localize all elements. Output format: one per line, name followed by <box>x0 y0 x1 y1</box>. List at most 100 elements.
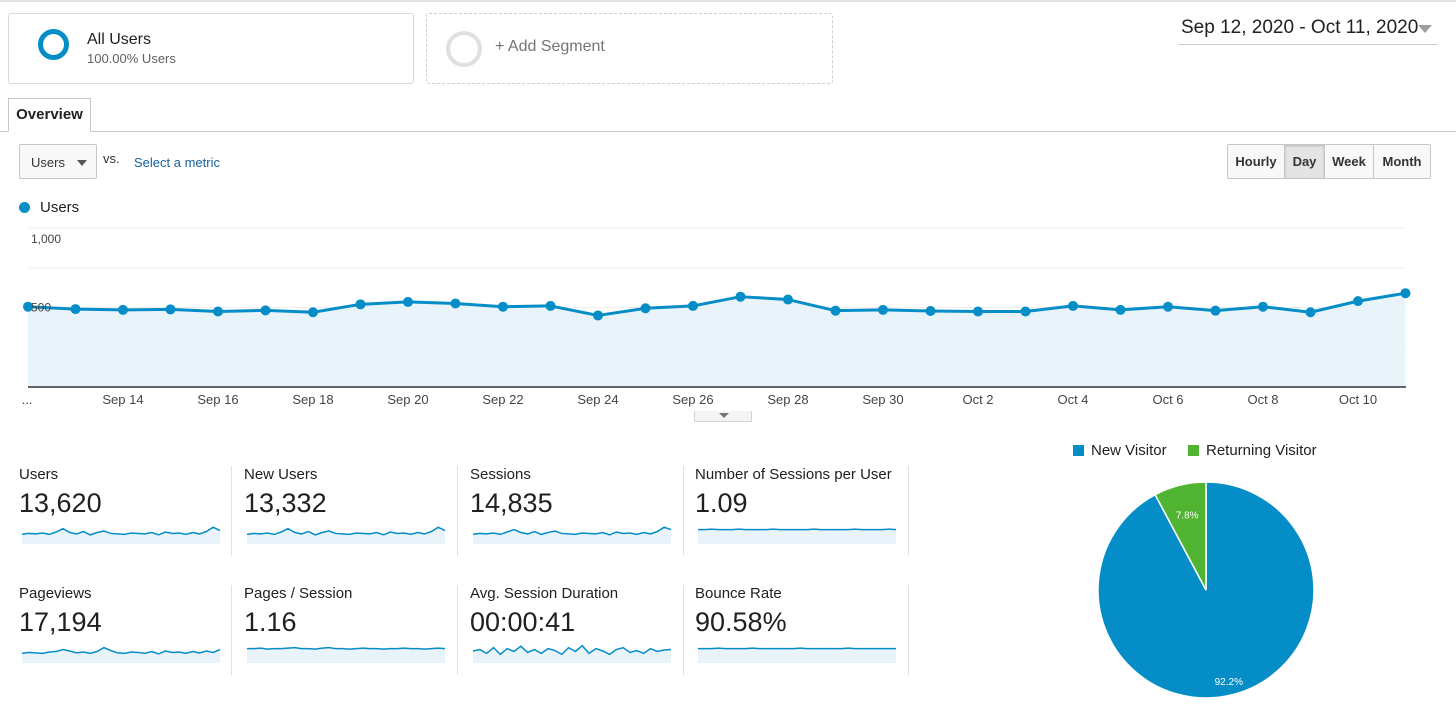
scorecard-divider <box>457 466 458 556</box>
sparkline <box>698 528 897 544</box>
y-tick-label: 1,000 <box>31 232 61 246</box>
data-point <box>1305 307 1316 318</box>
sparkline <box>246 526 446 544</box>
x-tick-label: Oct 8 <box>1247 392 1278 407</box>
legend-label: New Visitor <box>1091 442 1167 459</box>
data-point <box>1210 305 1221 316</box>
users-line-chart: 1,000 500... Sep 14 Sep 16 Sep 18 Sep 20 Sep 2… <box>22 227 1411 407</box>
sparkline <box>472 644 672 663</box>
scorecard-pages-per-session[interactable]: Pages / Session 1.16 <box>244 585 456 675</box>
x-tick-label: Sep 16 <box>197 392 238 407</box>
legend-swatch <box>1073 445 1084 456</box>
sparkline <box>21 646 221 663</box>
scorecard-value: 17,194 <box>19 607 102 637</box>
data-point <box>878 304 888 315</box>
sparkline-line <box>472 526 672 536</box>
visitor-type-pie-chart: 92.2% 7.8% <box>1097 481 1315 699</box>
scorecard-label: Pageviews <box>19 585 92 602</box>
scorecard-label: Number of Sessions per User <box>695 466 892 483</box>
week-button[interactable]: Week <box>1325 145 1374 178</box>
scorecard-value: 1.16 <box>244 607 297 637</box>
data-point <box>1020 306 1031 317</box>
data-point <box>213 306 223 317</box>
date-range-picker[interactable]: Sep 12, 2020 - Oct 11, 2020 <box>1178 14 1438 45</box>
x-tick-label: Sep 14 <box>102 392 143 407</box>
data-point <box>545 300 556 311</box>
x-tick-label: Sep 20 <box>387 392 428 407</box>
date-range-text: Sep 12, 2020 - Oct 11, 2020 <box>1181 17 1419 38</box>
scorecard-value: 90.58% <box>695 607 787 637</box>
scorecard-value: 13,620 <box>19 488 102 518</box>
legend-label-users: Users <box>40 199 80 216</box>
legend-label: Returning Visitor <box>1206 442 1317 459</box>
scorecard-label: New Users <box>244 466 318 483</box>
add-segment-button[interactable]: + Add Segment <box>426 13 833 84</box>
pie-slice-returning-visitor <box>1154 481 1207 591</box>
sparkline-area <box>473 527 671 544</box>
vs-label: vs. <box>103 151 120 166</box>
scorecard-users[interactable]: Users 13,620 <box>19 466 231 556</box>
scorecard-value: 1.09 <box>695 488 748 518</box>
x-tick-label: ... <box>22 392 33 407</box>
scorecard-sessions[interactable]: Sessions 14,835 <box>470 466 682 556</box>
segment-title: All Users <box>87 31 152 48</box>
x-tick-label: Oct 6 <box>1152 392 1183 407</box>
data-point <box>118 304 128 315</box>
month-button[interactable]: Month <box>1374 145 1430 178</box>
data-point <box>1163 301 1173 312</box>
select-metric-link[interactable]: Select a metric <box>134 155 220 170</box>
sparkline-area <box>22 647 220 663</box>
scorecard-divider <box>231 585 232 675</box>
sparkline-area <box>698 648 896 663</box>
scorecard-avg-session-duration[interactable]: Avg. Session Duration 00:00:41 <box>470 585 682 675</box>
scorecard-label: Sessions <box>470 466 531 483</box>
pie-legend-returning-visitor[interactable]: Returning Visitor <box>1188 442 1317 459</box>
sparkline <box>247 646 446 663</box>
data-point <box>973 306 983 317</box>
data-point <box>925 305 936 316</box>
day-button[interactable]: Day <box>1285 145 1325 178</box>
pie-legend-new-visitor[interactable]: New Visitor <box>1073 442 1167 459</box>
x-tick-label: Sep 24 <box>577 392 618 407</box>
segment-all-users[interactable]: All Users 100.00% Users <box>8 13 414 84</box>
scorecard-value: 14,835 <box>470 488 553 518</box>
granularity-toggle: Hourly Day Week Month <box>1227 144 1431 179</box>
scorecard-divider <box>231 466 232 556</box>
scorecard-sessions-per-user[interactable]: Number of Sessions per User 1.09 <box>695 466 907 556</box>
scorecard-bounce-rate[interactable]: Bounce Rate 90.58% <box>695 585 907 675</box>
sparkline-area <box>247 527 445 544</box>
data-point <box>1258 301 1268 312</box>
sparkline <box>21 526 221 544</box>
scorecard-new-users[interactable]: New Users 13,332 <box>244 466 456 556</box>
sparkline <box>472 526 672 544</box>
chart-resize-handle[interactable] <box>694 411 752 422</box>
data-point <box>355 299 366 310</box>
data-point <box>640 303 651 314</box>
x-tick-label: Sep 30 <box>862 392 903 407</box>
legend-dot-users <box>19 202 30 213</box>
x-tick-label: Sep 26 <box>672 392 713 407</box>
x-tick-label: Oct 4 <box>1057 392 1088 407</box>
data-point <box>23 301 33 312</box>
pie-data-label: 7.8% <box>1176 511 1199 522</box>
sparkline-area <box>473 645 671 663</box>
scorecard-pageviews[interactable]: Pageviews 17,194 <box>19 585 231 675</box>
y-tick-label: 500 <box>31 301 51 315</box>
tab-overview[interactable]: Overview <box>8 98 91 132</box>
add-segment-label: + Add Segment <box>495 38 605 55</box>
data-point <box>688 300 698 311</box>
scorecard-divider <box>683 585 684 675</box>
top-divider <box>0 0 1456 2</box>
scorecard-divider <box>908 466 909 556</box>
hourly-button[interactable]: Hourly <box>1228 145 1285 178</box>
scorecard-value: 00:00:41 <box>470 607 576 637</box>
sparkline <box>698 647 896 663</box>
metric-dropdown[interactable]: Users <box>19 144 97 179</box>
metric-dropdown-value: Users <box>31 155 65 170</box>
x-tick-label: Sep 18 <box>292 392 333 407</box>
segment-ring-icon <box>38 29 69 60</box>
data-point <box>498 301 508 312</box>
users-line <box>27 291 1406 317</box>
scorecard-label: Pages / Session <box>244 585 353 602</box>
scorecard-label: Bounce Rate <box>695 585 782 602</box>
